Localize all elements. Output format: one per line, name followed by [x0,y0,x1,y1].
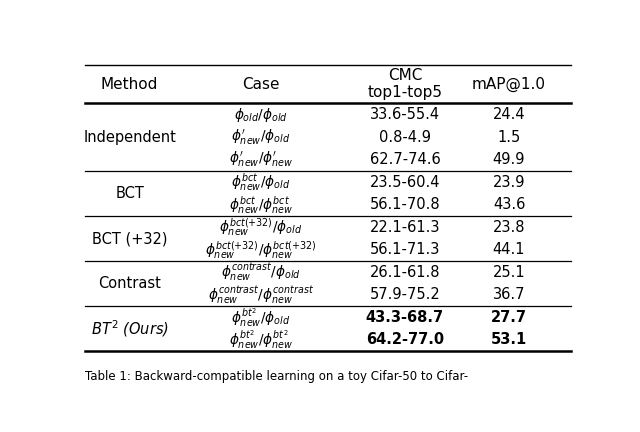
Text: $\phi^{bct}_{new}/\phi_{old}$: $\phi^{bct}_{new}/\phi_{old}$ [232,172,291,193]
Text: 64.2-77.0: 64.2-77.0 [366,333,444,347]
Text: $\phi^{contrast}_{new}/\phi_{old}$: $\phi^{contrast}_{new}/\phi_{old}$ [221,261,301,283]
Text: $\phi^{bct}_{new}/\phi^{bct}_{new}$: $\phi^{bct}_{new}/\phi^{bct}_{new}$ [229,194,293,216]
Text: $\phi^{bt^{2}}_{new}/\phi^{bt^{2}}_{new}$: $\phi^{bt^{2}}_{new}/\phi^{bt^{2}}_{new}… [229,329,293,351]
Text: 23.9: 23.9 [493,175,525,190]
Text: $\phi^{bct(+32)}_{new}/\phi_{old}$: $\phi^{bct(+32)}_{new}/\phi_{old}$ [220,216,303,238]
Text: Case: Case [243,77,280,92]
Text: 43.3-68.7: 43.3-68.7 [366,310,444,325]
Text: 43.6: 43.6 [493,197,525,212]
Text: $BT^{2}$ (Ours): $BT^{2}$ (Ours) [91,318,168,339]
Text: top1-top5: top1-top5 [367,85,442,100]
Text: 27.7: 27.7 [491,310,527,325]
Text: 22.1-61.3: 22.1-61.3 [370,220,440,235]
Text: 23.8: 23.8 [493,220,525,235]
Text: CMC: CMC [388,68,422,83]
Text: 62.7-74.6: 62.7-74.6 [369,152,440,167]
Text: 0.8-4.9: 0.8-4.9 [379,130,431,145]
Text: 57.9-75.2: 57.9-75.2 [369,287,440,302]
Text: 24.4: 24.4 [493,107,525,122]
Text: 1.5: 1.5 [497,130,521,145]
Text: 25.1: 25.1 [493,265,525,280]
Text: BCT: BCT [115,186,144,201]
Text: 53.1: 53.1 [491,333,527,347]
Text: 56.1-71.3: 56.1-71.3 [370,242,440,257]
Text: 33.6-55.4: 33.6-55.4 [370,107,440,122]
Text: 44.1: 44.1 [493,242,525,257]
Text: Table 1: Backward-compatible learning on a toy Cifar-50 to Cifar-: Table 1: Backward-compatible learning on… [85,370,468,383]
Text: 56.1-70.8: 56.1-70.8 [369,197,440,212]
Text: $\phi^{\prime}_{new}/\phi_{old}$: $\phi^{\prime}_{new}/\phi_{old}$ [232,127,291,147]
Text: Independent: Independent [83,130,176,145]
Text: BCT (+32): BCT (+32) [92,231,167,246]
Text: 36.7: 36.7 [493,287,525,302]
Text: $\phi^{\prime}_{new}/\phi^{\prime}_{new}$: $\phi^{\prime}_{new}/\phi^{\prime}_{new}… [229,150,293,169]
Text: Method: Method [101,77,158,92]
Text: 26.1-61.8: 26.1-61.8 [370,265,440,280]
Text: $\phi^{contrast}_{new}/\phi^{contrast}_{new}$: $\phi^{contrast}_{new}/\phi^{contrast}_{… [208,284,314,306]
Text: mAP@1.0: mAP@1.0 [472,76,546,92]
Text: 49.9: 49.9 [493,152,525,167]
Text: Contrast: Contrast [98,276,161,291]
Text: $\phi_{old}/\phi_{old}$: $\phi_{old}/\phi_{old}$ [234,106,288,124]
Text: $\phi^{bct(+32)}_{new}/\phi^{bct(+32)}_{new}$: $\phi^{bct(+32)}_{new}/\phi^{bct(+32)}_{… [205,239,317,261]
Text: $\phi^{bt^{2}}_{new}/\phi_{old}$: $\phi^{bt^{2}}_{new}/\phi_{old}$ [232,306,291,329]
Text: 23.5-60.4: 23.5-60.4 [370,175,440,190]
